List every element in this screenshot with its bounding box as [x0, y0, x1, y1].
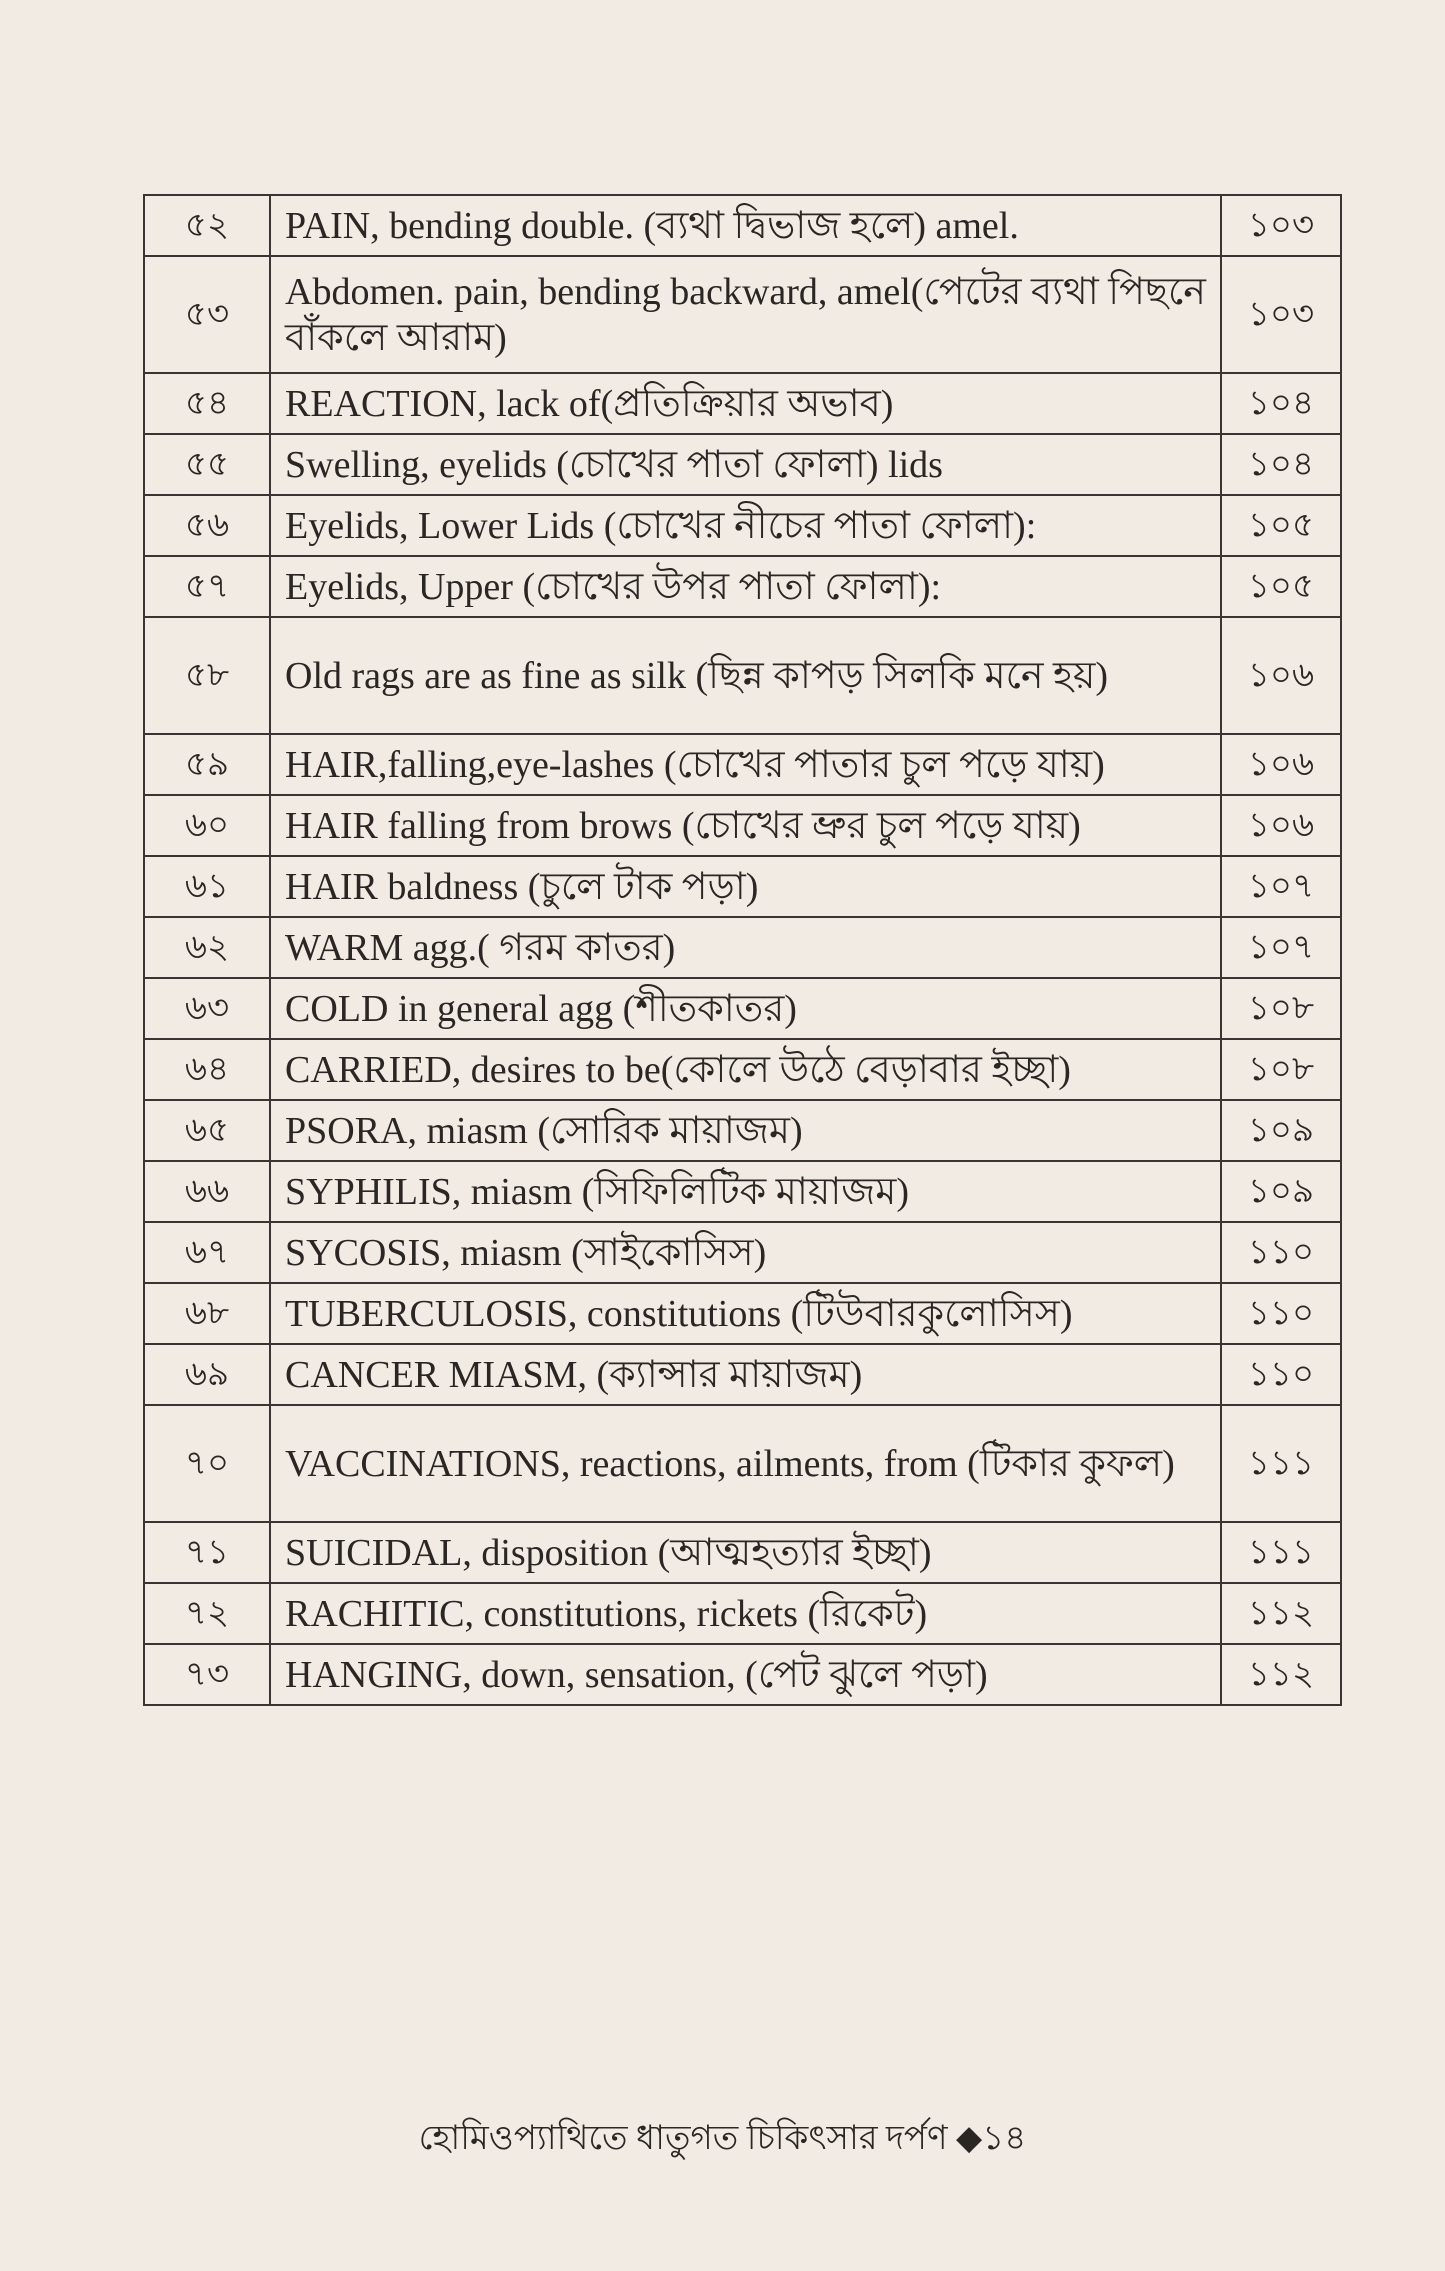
entry-page: ১০৬ — [1220, 616, 1342, 735]
entry-text: SYPHILIS, miasm (সিফিলিটিক মায়াজম) — [269, 1160, 1222, 1223]
entry-text: SYCOSIS, miasm (সাইকোসিস) — [269, 1221, 1222, 1284]
entry-page: ১০৫ — [1220, 494, 1342, 557]
entry-number: ৫৪ — [143, 372, 271, 435]
entry-number: ৬২ — [143, 916, 271, 979]
entry-number: ৭২ — [143, 1582, 271, 1645]
entry-text: WARM agg.( গরম কাতর) — [269, 916, 1222, 979]
page-number: ১৪ — [982, 2120, 1027, 2157]
entry-page: ১০৮ — [1220, 977, 1342, 1040]
entry-page: ১১১ — [1220, 1521, 1342, 1584]
entry-number: ৫৮ — [143, 616, 271, 735]
entry-number: ৬৭ — [143, 1221, 271, 1284]
entry-text: HAIR falling from brows (চোখের ভ্রুর চুল… — [269, 794, 1222, 857]
table-row: ৫৮ Old rags are as fine as silk (ছিন্ন কা… — [143, 616, 1342, 735]
entry-page: ১০৭ — [1220, 916, 1342, 979]
table-row: ৬৭ SYCOSIS, miasm (সাইকোসিস) ১১০ — [143, 1221, 1342, 1284]
entry-page: ১১২ — [1220, 1582, 1342, 1645]
entry-text: RACHITIC, constitutions, rickets (রিকেট) — [269, 1582, 1222, 1645]
entry-page: ১০৮ — [1220, 1038, 1342, 1101]
table-row: ৫৩ Abdomen. pain, bending backward, amel(… — [143, 255, 1342, 374]
entry-number: ৬৫ — [143, 1099, 271, 1162]
table-row: ৫৯ HAIR,falling,eye-lashes (চোখের পাতার চ… — [143, 733, 1342, 796]
table-row: ৫৭ Eyelids, Upper (চোখের উপর পাতা ফোলা): ১… — [143, 555, 1342, 618]
entry-number: ৬৮ — [143, 1282, 271, 1345]
table-row: ৬৬ SYPHILIS, miasm (সিফিলিটিক মায়াজম) ১০৯ — [143, 1160, 1342, 1223]
entry-page: ১১০ — [1220, 1282, 1342, 1345]
entry-number: ৬০ — [143, 794, 271, 857]
entry-number: ৫৯ — [143, 733, 271, 796]
table-row: ৫৪ REACTION, lack of(প্রতিক্রিয়ার অভাব) ১… — [143, 372, 1342, 435]
table-row: ৬০ HAIR falling from brows (চোখের ভ্রুর … — [143, 794, 1342, 857]
table-row: ৭৩ HANGING, down, sensation, (পেট ঝুলে পড… — [143, 1643, 1342, 1706]
entry-number: ৫৭ — [143, 555, 271, 618]
entry-text: HANGING, down, sensation, (পেট ঝুলে পড়া… — [269, 1643, 1222, 1706]
entry-page: ১০৭ — [1220, 855, 1342, 918]
table-row: ৬৪ CARRIED, desires to be(কোলে উঠে বেড়াব… — [143, 1038, 1342, 1101]
entry-number: ৭৩ — [143, 1643, 271, 1706]
entry-text: CARRIED, desires to be(কোলে উঠে বেড়াবার… — [269, 1038, 1222, 1101]
entry-text: Eyelids, Lower Lids (চোখের নীচের পাতা ফো… — [269, 494, 1222, 557]
entry-number: ৫৫ — [143, 433, 271, 496]
entry-text: Swelling, eyelids (চোখের পাতা ফোলা) lids — [269, 433, 1222, 496]
index-table: ৫২ PAIN, bending double. (ব্যথা দ্বিভাজ হ… — [143, 194, 1342, 1706]
entry-page: ১০৯ — [1220, 1099, 1342, 1162]
table-row: ৬২ WARM agg.( গরম কাতর) ১০৭ — [143, 916, 1342, 979]
table-row: ৬৫ PSORA, miasm (সোরিক মায়াজম) ১০৯ — [143, 1099, 1342, 1162]
entry-text: CANCER MIASM, (ক্যান্সার মায়াজম) — [269, 1343, 1222, 1406]
table-row: ৫৬ Eyelids, Lower Lids (চোখের নীচের পাতা … — [143, 494, 1342, 557]
entry-page: ১০৯ — [1220, 1160, 1342, 1223]
entry-page: ১১২ — [1220, 1643, 1342, 1706]
diamond-icon: ◆ — [956, 2120, 983, 2157]
entry-page: ১০৪ — [1220, 372, 1342, 435]
table-row: ৭০ VACCINATIONS, reactions, ailments, fro… — [143, 1404, 1342, 1523]
entry-number: ৬৪ — [143, 1038, 271, 1101]
entry-number: ৫২ — [143, 194, 271, 257]
entry-text: Old rags are as fine as silk (ছিন্ন কাপড… — [269, 616, 1222, 735]
table-row: ৭১ SUICIDAL, disposition (আত্মহত্যার ইচ্ছ… — [143, 1521, 1342, 1584]
table-row: ৬৩ COLD in general agg (শীতকাতর) ১০৮ — [143, 977, 1342, 1040]
entry-page: ১১০ — [1220, 1343, 1342, 1406]
entry-page: ১০৬ — [1220, 794, 1342, 857]
entry-text: PSORA, miasm (সোরিক মায়াজম) — [269, 1099, 1222, 1162]
table-row: ৬৮ TUBERCULOSIS, constitutions (টিউবারকুল… — [143, 1282, 1342, 1345]
table-row: ৬৯ CANCER MIASM, (ক্যান্সার মায়াজম) ১১০ — [143, 1343, 1342, 1406]
entry-number: ৭০ — [143, 1404, 271, 1523]
entry-number: ৭১ — [143, 1521, 271, 1584]
book-title: হোমিওপ্যাথিতে ধাতুগত চিকিৎসার দর্পণ — [418, 2120, 948, 2157]
entry-text: SUICIDAL, disposition (আত্মহত্যার ইচ্ছা) — [269, 1521, 1222, 1584]
entry-page: ১১০ — [1220, 1221, 1342, 1284]
page-footer: হোমিওপ্যাথিতে ধাতুগত চিকিৎসার দর্পণ ◆১৪ — [0, 2112, 1445, 2169]
entry-number: ৫৬ — [143, 494, 271, 557]
entry-text: TUBERCULOSIS, constitutions (টিউবারকুলোস… — [269, 1282, 1222, 1345]
entry-text: Abdomen. pain, bending backward, amel(পে… — [269, 255, 1222, 374]
table-row: ৭২ RACHITIC, constitutions, rickets (রিকে… — [143, 1582, 1342, 1645]
table-row: ৫২ PAIN, bending double. (ব্যথা দ্বিভাজ হ… — [143, 194, 1342, 257]
entry-page: ১০৬ — [1220, 733, 1342, 796]
entry-text: COLD in general agg (শীতকাতর) — [269, 977, 1222, 1040]
entry-page: ১০৪ — [1220, 433, 1342, 496]
entry-text: Eyelids, Upper (চোখের উপর পাতা ফোলা): — [269, 555, 1222, 618]
entry-page: ১০৫ — [1220, 555, 1342, 618]
entry-page: ১০৩ — [1220, 255, 1342, 374]
index-table-body: ৫২ PAIN, bending double. (ব্যথা দ্বিভাজ হ… — [143, 194, 1342, 1706]
entry-text: HAIR,falling,eye-lashes (চোখের পাতার চুল… — [269, 733, 1222, 796]
entry-number: ৫৩ — [143, 255, 271, 374]
entry-text: VACCINATIONS, reactions, ailments, from … — [269, 1404, 1222, 1523]
entry-text: PAIN, bending double. (ব্যথা দ্বিভাজ হলে… — [269, 194, 1222, 257]
entry-number: ৬৩ — [143, 977, 271, 1040]
entry-page: ১১১ — [1220, 1404, 1342, 1523]
entry-number: ৬৯ — [143, 1343, 271, 1406]
entry-number: ৬১ — [143, 855, 271, 918]
entry-text: HAIR baldness (চুলে টাক পড়া) — [269, 855, 1222, 918]
table-row: ৬১ HAIR baldness (চুলে টাক পড়া) ১০৭ — [143, 855, 1342, 918]
entry-text: REACTION, lack of(প্রতিক্রিয়ার অভাব) — [269, 372, 1222, 435]
table-row: ৫৫ Swelling, eyelids (চোখের পাতা ফোলা) li… — [143, 433, 1342, 496]
entry-page: ১০৩ — [1220, 194, 1342, 257]
entry-number: ৬৬ — [143, 1160, 271, 1223]
